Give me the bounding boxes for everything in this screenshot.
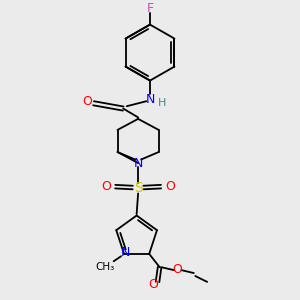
Text: N: N	[145, 93, 155, 106]
Text: O: O	[165, 180, 175, 193]
Text: O: O	[149, 278, 159, 291]
Text: H: H	[158, 98, 167, 108]
Text: CH₃: CH₃	[96, 262, 115, 272]
Text: O: O	[101, 180, 111, 193]
Text: F: F	[146, 2, 154, 16]
Text: N: N	[120, 246, 130, 259]
Text: N: N	[134, 157, 143, 169]
Text: S: S	[134, 181, 142, 195]
Text: O: O	[172, 263, 182, 276]
Text: O: O	[82, 95, 92, 108]
